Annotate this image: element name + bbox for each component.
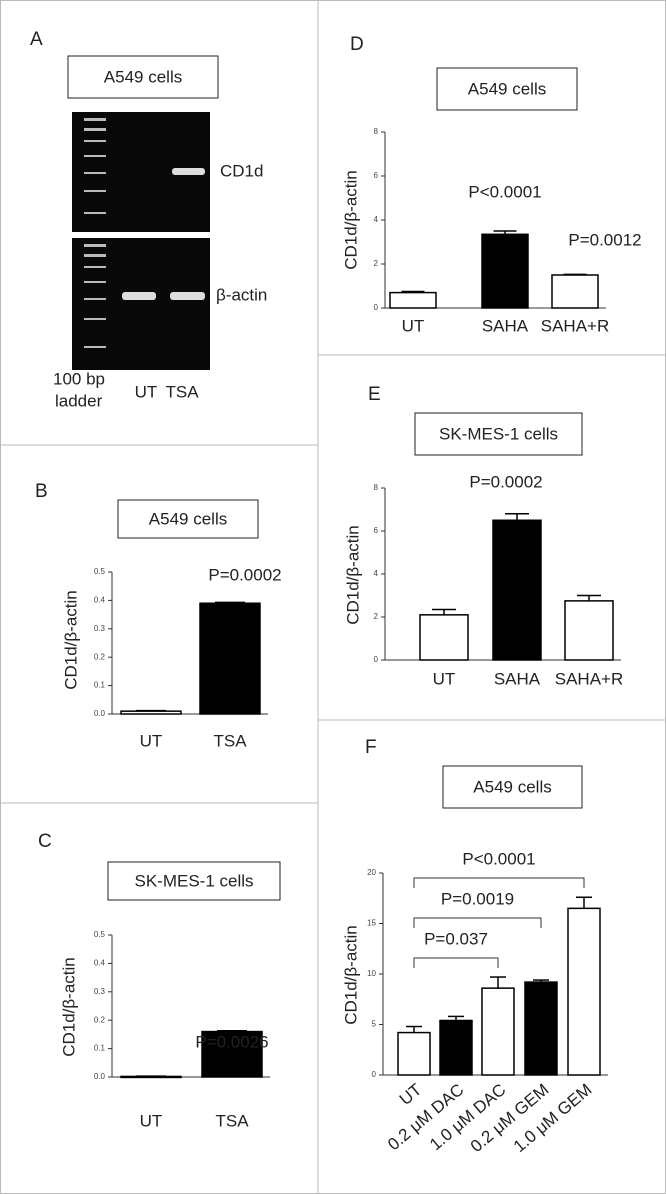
bar <box>199 602 261 715</box>
y-tick-label: 0.5 <box>94 930 106 939</box>
y-tick-label: 10 <box>367 969 376 978</box>
bar <box>564 600 614 661</box>
lane-label: TSA <box>165 382 199 401</box>
annotation: P=0.0012 <box>568 230 641 249</box>
y-axis-label: CD1d/β-actin <box>59 957 78 1057</box>
chart-title: SK-MES-1 cells <box>439 424 558 443</box>
band-label: CD1d <box>220 161 263 180</box>
y-tick-label: 0.5 <box>94 567 106 576</box>
y-tick-label: 0.2 <box>94 652 106 661</box>
bar <box>120 710 182 715</box>
y-tick-label: 0.1 <box>94 1044 106 1053</box>
y-axis-label: CD1d/β-actin <box>341 925 360 1025</box>
title-box <box>67 55 219 99</box>
gel-band <box>172 168 205 175</box>
y-tick-label: 0 <box>372 1070 377 1079</box>
y-tick-label: 8 <box>374 127 379 136</box>
x-tick-label: SAHA+R <box>555 669 624 688</box>
bar <box>419 614 469 661</box>
x-tick-label: SAHA <box>482 316 529 335</box>
y-tick-label: 8 <box>374 483 379 492</box>
y-tick-label: 0 <box>374 655 379 664</box>
y-tick-label: 2 <box>374 259 379 268</box>
bracket <box>413 877 585 888</box>
gel-band <box>122 292 156 300</box>
y-tick-label: 0.0 <box>94 1072 106 1081</box>
gel-image <box>72 238 210 370</box>
panel-letter: D <box>350 34 364 55</box>
y-tick-label: 6 <box>374 171 379 180</box>
y-axis-label: CD1d/β-actin <box>61 590 80 690</box>
ladder-bands <box>84 118 106 348</box>
annotation: P<0.0001 <box>462 849 535 868</box>
y-tick-label: 0.1 <box>94 681 106 690</box>
bar <box>439 1019 473 1076</box>
annotation: P<0.0001 <box>468 182 541 201</box>
y-tick-label: 0.4 <box>94 959 106 968</box>
x-tick-label: UT <box>140 1111 163 1130</box>
annotation: P=0.0002 <box>208 565 281 584</box>
gel-title: A549 cells <box>104 67 182 86</box>
annotation: P=0.0026 <box>195 1032 268 1051</box>
x-tick-label: UT <box>140 731 163 750</box>
y-tick-label: 0.0 <box>94 709 106 718</box>
annotation: P=0.037 <box>424 929 488 948</box>
bar <box>389 291 437 309</box>
annotation: P=0.0019 <box>441 889 514 908</box>
title-box <box>117 499 259 539</box>
title-box <box>107 861 281 901</box>
panel-letter: E <box>368 384 381 405</box>
panel-letter: C <box>38 831 52 852</box>
x-tick-label: SAHA+R <box>541 316 610 335</box>
panel-letter: B <box>35 481 48 502</box>
bar <box>551 274 599 309</box>
bar <box>524 981 558 1076</box>
y-tick-label: 5 <box>372 1020 377 1029</box>
annotation: P=0.0002 <box>469 472 542 491</box>
title-box <box>442 765 583 809</box>
bar <box>201 1030 263 1078</box>
y-tick-label: 0.3 <box>94 624 106 633</box>
x-tick-label: UT <box>433 669 456 688</box>
title-box <box>436 67 578 111</box>
band-label: β-actin <box>216 285 267 304</box>
y-tick-label: 6 <box>374 526 379 535</box>
x-tick-label: UT <box>402 316 425 335</box>
y-tick-label: 0.3 <box>94 987 106 996</box>
chart-title: A549 cells <box>149 509 227 528</box>
y-axis-label: CD1d/β-actin <box>343 525 362 625</box>
bar <box>397 1031 431 1076</box>
x-tick-label: TSA <box>215 1111 249 1130</box>
bar <box>492 519 542 661</box>
y-tick-label: 4 <box>374 569 379 578</box>
title-box <box>414 412 583 456</box>
bar <box>481 233 529 309</box>
bar <box>567 907 601 1076</box>
panel-letter: F <box>365 737 377 758</box>
lane-label: UT <box>135 382 158 401</box>
panel-letter: A <box>30 29 43 50</box>
y-tick-label: 0.2 <box>94 1015 106 1024</box>
y-tick-label: 0 <box>374 303 379 312</box>
bracket <box>413 957 499 968</box>
y-tick-label: 15 <box>367 919 376 928</box>
ladder-label: ladder <box>55 391 103 410</box>
gel-band <box>170 292 205 300</box>
chart-title: A549 cells <box>468 79 546 98</box>
y-tick-label: 2 <box>374 612 379 621</box>
y-tick-label: 20 <box>367 868 376 877</box>
bar <box>481 987 515 1076</box>
bracket <box>413 917 542 928</box>
chart-title: A549 cells <box>473 777 551 796</box>
y-tick-label: 0.4 <box>94 596 106 605</box>
x-tick-label: TSA <box>213 731 247 750</box>
x-tick-label: SAHA <box>494 669 541 688</box>
y-axis-label: CD1d/β-actin <box>341 170 360 270</box>
y-tick-label: 4 <box>374 215 379 224</box>
ladder-label: 100 bp <box>53 369 105 388</box>
bar <box>120 1075 182 1079</box>
chart-title: SK-MES-1 cells <box>134 871 253 890</box>
